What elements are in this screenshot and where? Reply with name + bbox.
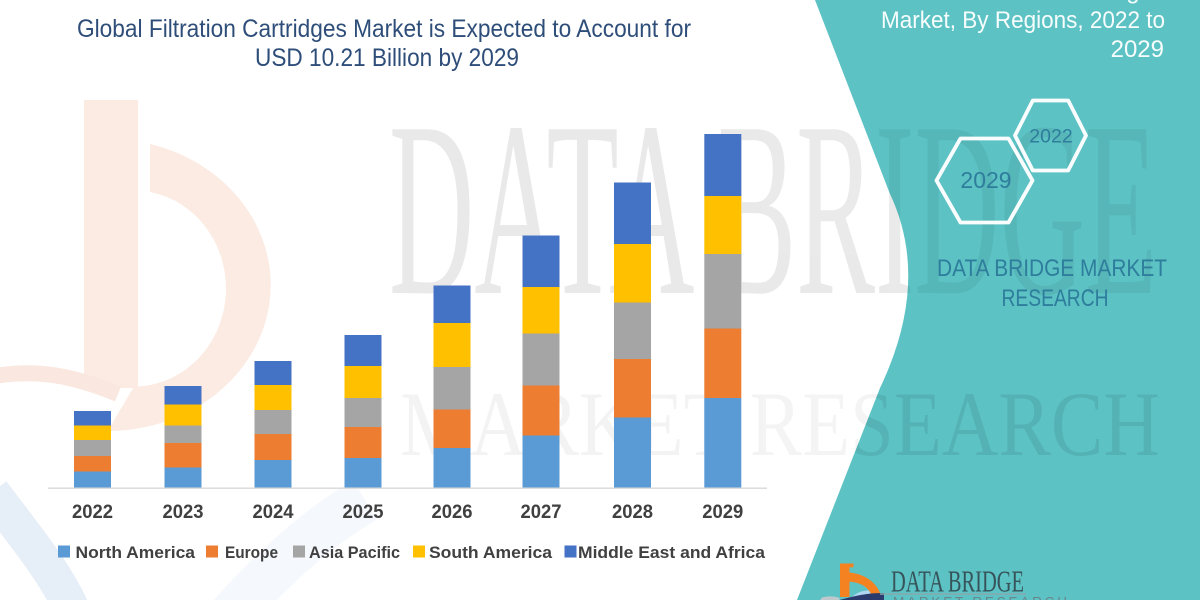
svg-text:MARKET RESEARCH: MARKET RESEARCH xyxy=(893,595,1070,600)
svg-text:Middle East and Africa: Middle East and Africa xyxy=(578,544,766,562)
svg-text:DATA BRIDGE MARKET: DATA BRIDGE MARKET xyxy=(937,255,1167,282)
svg-text:Market, By Regions, 2022 to: Market, By Regions, 2022 to xyxy=(881,7,1165,34)
svg-text:2023: 2023 xyxy=(163,502,204,523)
svg-text:2029: 2029 xyxy=(1111,36,1164,63)
svg-text:2028: 2028 xyxy=(612,502,653,523)
svg-text:2025: 2025 xyxy=(343,502,384,523)
svg-text:North America: North America xyxy=(76,544,196,562)
svg-text:Global Filtration Cartridges M: Global Filtration Cartridges Market is E… xyxy=(77,16,691,43)
svg-text:2022: 2022 xyxy=(1029,126,1072,148)
svg-text:RESEARCH: RESEARCH xyxy=(1002,285,1109,312)
svg-text:DATA BRIDGE: DATA BRIDGE xyxy=(891,564,1024,599)
svg-text:2029: 2029 xyxy=(702,502,743,523)
svg-text:2022: 2022 xyxy=(72,502,113,523)
svg-text:USD 10.21 Billion by 2029: USD 10.21 Billion by 2029 xyxy=(255,45,519,72)
svg-text:South America: South America xyxy=(429,544,553,562)
svg-text:2026: 2026 xyxy=(432,502,473,523)
svg-text:2027: 2027 xyxy=(521,502,562,523)
svg-text:Asia Pacific: Asia Pacific xyxy=(309,544,400,562)
svg-text:Europe: Europe xyxy=(225,544,278,562)
svg-text:Global Filtration Cartridges: Global Filtration Cartridges xyxy=(880,0,1165,5)
svg-text:MARKET RESEARCH: MARKET RESEARCH xyxy=(400,373,1160,475)
svg-text:2024: 2024 xyxy=(253,502,294,523)
svg-text:2029: 2029 xyxy=(960,167,1011,193)
